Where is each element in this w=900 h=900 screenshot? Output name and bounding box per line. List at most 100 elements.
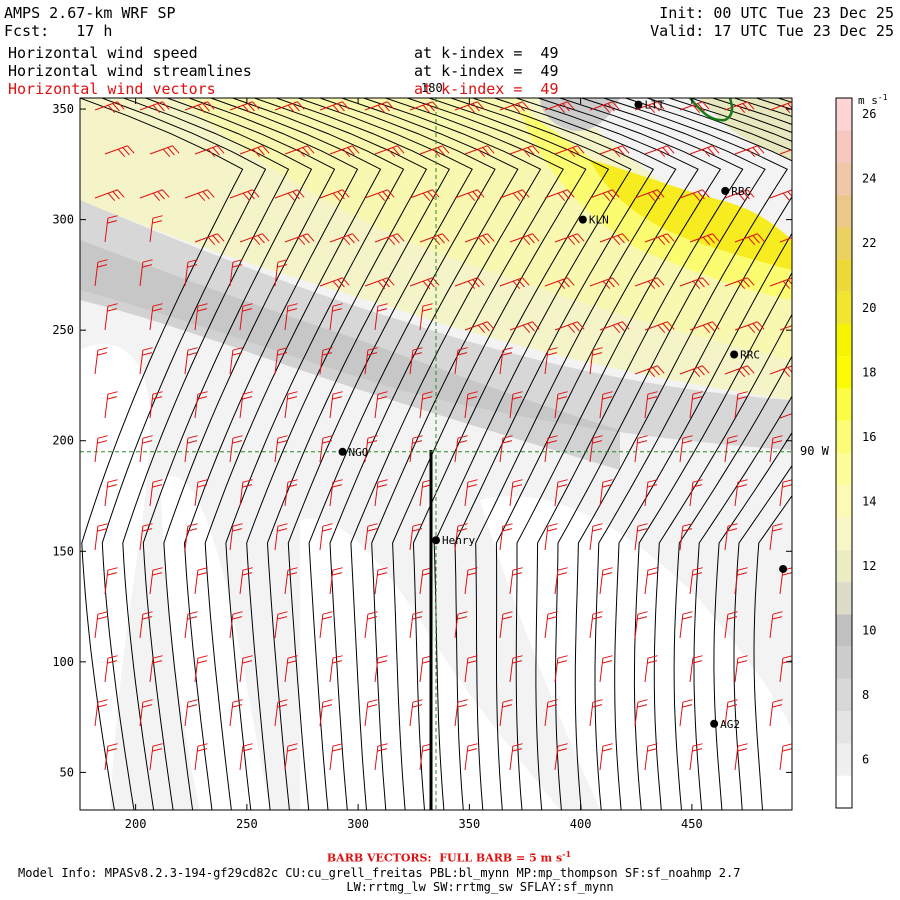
barb-flag	[803, 410, 810, 418]
barb-flag	[477, 189, 485, 198]
barb-flag	[262, 233, 270, 242]
barb-flag	[557, 280, 566, 290]
barb-shaft	[419, 658, 424, 683]
barb-flag	[242, 743, 253, 747]
barb-flag	[547, 699, 558, 703]
barb-shaft	[499, 614, 504, 639]
barb-flag	[277, 704, 288, 708]
streamline	[633, 98, 792, 810]
colorbar-tick-label: 16	[862, 430, 876, 444]
barb-shaft	[409, 614, 414, 639]
barb-flag	[557, 104, 566, 114]
barb-flag	[332, 192, 341, 202]
station-marker	[432, 536, 440, 545]
barb-flag	[602, 655, 613, 659]
barb-shaft	[419, 145, 443, 155]
colorbar-swatch	[836, 420, 852, 453]
barb-flag	[457, 523, 468, 527]
barb-flag	[107, 303, 118, 307]
barb-flag	[752, 323, 760, 332]
barb-flag	[647, 280, 656, 290]
barb-flag	[242, 567, 253, 571]
barb-flag	[197, 396, 208, 400]
barb-flag	[142, 528, 153, 532]
streamlines	[80, 98, 792, 810]
barb-flag	[367, 435, 378, 439]
barb-flag	[382, 279, 390, 288]
barb-flag	[592, 611, 603, 615]
y-tick-label: 350	[52, 102, 74, 116]
barb-flag	[412, 440, 423, 444]
barb-shaft	[509, 321, 533, 331]
barb-shaft	[554, 482, 559, 507]
barb-flag	[367, 440, 378, 444]
barb-shaft	[554, 570, 559, 595]
barb-flag	[287, 748, 298, 752]
model-info: Model Info: MPASv8.2.3-194-gf29cd82c CU:…	[18, 866, 741, 880]
barb-shaft	[644, 746, 649, 771]
barb-flag	[647, 743, 658, 747]
barb-flag	[477, 277, 485, 286]
barb-shaft	[509, 145, 533, 155]
barb-flag	[332, 391, 343, 395]
barb-shaft	[544, 277, 568, 287]
barb-shaft	[779, 149, 792, 155]
barb-shaft	[104, 306, 109, 331]
barb-flag	[622, 145, 630, 154]
barb-flag	[697, 191, 705, 200]
colorbar-swatch	[836, 227, 852, 260]
barb-flag	[97, 611, 108, 615]
barb-flag	[242, 308, 253, 312]
barb-flag	[682, 699, 693, 703]
barb-flag	[737, 660, 748, 664]
barb-flag	[107, 748, 118, 752]
barb-shaft	[544, 350, 549, 375]
barb-flag	[602, 104, 611, 114]
barb-flag	[757, 145, 765, 154]
station-label: LTT	[644, 99, 664, 112]
barb-flag	[727, 523, 738, 527]
barb-flag	[647, 391, 658, 395]
barb-flag	[592, 352, 603, 356]
barb-flag	[547, 347, 558, 351]
barb-shaft	[589, 350, 594, 375]
colorbar-swatch	[836, 485, 852, 518]
barb-flag	[647, 655, 658, 659]
barb-flag	[467, 396, 478, 400]
barb-flag	[737, 368, 746, 378]
barb-flag	[557, 655, 568, 659]
barb-shaft	[464, 658, 469, 683]
barb-flag	[152, 743, 163, 747]
barb-shaft	[509, 658, 514, 683]
barb-shaft	[779, 746, 784, 771]
barb-flag	[377, 280, 386, 290]
barb-flag	[567, 277, 575, 286]
barb-flag	[352, 233, 360, 242]
barb-flag	[232, 347, 243, 351]
barb-flag	[107, 220, 118, 224]
barb-flag	[547, 611, 558, 615]
barb-flag	[502, 352, 513, 356]
barb-flag	[292, 103, 300, 112]
barb-shaft	[229, 526, 234, 551]
barb-flag	[803, 234, 810, 242]
barb-shaft	[554, 658, 559, 683]
barb-flag	[187, 616, 198, 620]
barb-flag	[647, 104, 656, 114]
barb-flag	[572, 235, 580, 244]
barb-flag	[682, 704, 693, 708]
barb-flag	[332, 479, 343, 483]
barb-flag	[782, 572, 792, 576]
x-tick-label: 300	[347, 817, 369, 831]
barb-shaft	[769, 526, 774, 551]
barb-flag	[97, 347, 108, 351]
barb-flag	[232, 704, 243, 708]
barb-flag	[277, 352, 288, 356]
barb-flag	[617, 323, 625, 332]
barb-flag	[747, 324, 756, 334]
streamline	[495, 98, 699, 810]
colorbar-swatch	[836, 711, 852, 744]
barb-flag	[337, 279, 345, 288]
barb-flag	[692, 192, 701, 202]
